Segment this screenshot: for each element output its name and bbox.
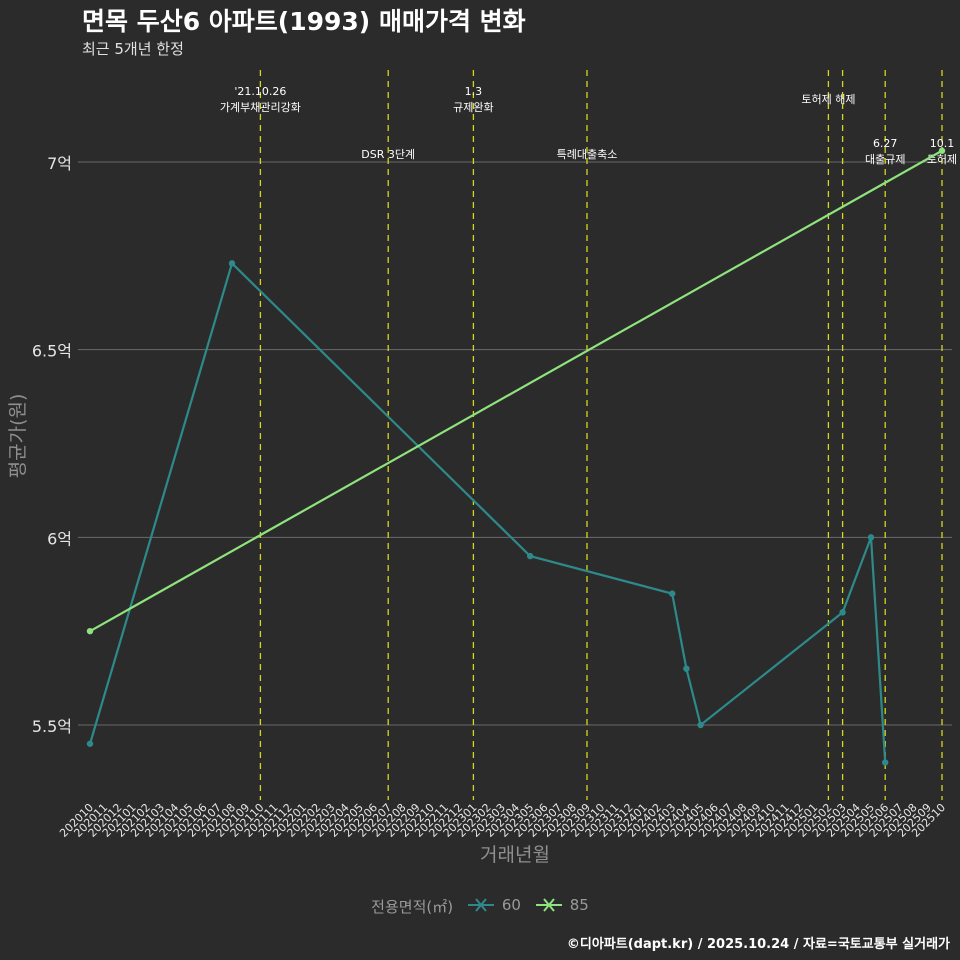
event-label: 1.3 [465,85,483,98]
legend-label-60: 60 [501,896,521,914]
source-caption: ©디아파트(dapt.kr) / 2025.10.24 / 자료=국토교통부 실… [566,937,950,952]
data-point-60 [228,260,236,267]
event-label: 가계부채관리강화 [220,101,301,114]
event-label: 토허제 [927,153,957,166]
chart-title: 면목 두산6 아파트(1993) 매매가격 변화 [82,7,526,36]
y-tick-label: 7억 [47,154,72,173]
legend-item-85: 85 [535,896,589,914]
event-label: 규제완화 [453,101,493,114]
data-point-85 [86,627,94,635]
event-label: '21.10.26 [234,85,286,98]
data-point-60 [867,534,875,541]
chart-subtitle: 최근 5개년 한정 [82,40,184,58]
gridlines [78,161,952,726]
series-lines [86,147,946,766]
data-point-60 [697,721,704,729]
legend-title: 전용면적(㎡) [371,898,454,916]
data-point-85 [938,147,946,154]
x-axis-title: 거래년월 [480,844,550,866]
event-label: 6.27 [873,137,898,150]
y-axis-title: 평균가(원) [7,394,29,479]
event-label: DSR 3단계 [361,148,415,161]
series-line-60 [88,261,887,763]
y-tick-label: 5.5억 [32,717,72,736]
data-point-60 [669,590,676,597]
event-label: 토허제 해제 [801,92,855,106]
y-tick-label: 6.5억 [32,342,72,361]
y-axis-labels: 5.5억 6억 6.5억 7억 [32,154,72,736]
data-point-60 [882,759,889,766]
event-label: 특례대출축소 [557,148,618,161]
data-point-60 [839,609,846,616]
series-line-85 [89,149,943,633]
data-point-60 [527,552,534,560]
x-axis-labels: 2020102020112020122021012021022021032021… [57,801,948,840]
data-point-60 [683,665,690,672]
legend-label-85: 85 [569,896,589,914]
legend-key-85-icon [535,898,562,912]
legend-item-60: 60 [467,896,521,914]
legend-key-60-icon [467,898,494,912]
data-point-60 [86,740,94,747]
y-tick-label: 6억 [47,529,72,548]
event-label: 대출규제 [865,153,905,166]
legend: 전용면적(㎡) 60 85 [0,896,960,917]
event-label: 10.1 [930,137,955,150]
